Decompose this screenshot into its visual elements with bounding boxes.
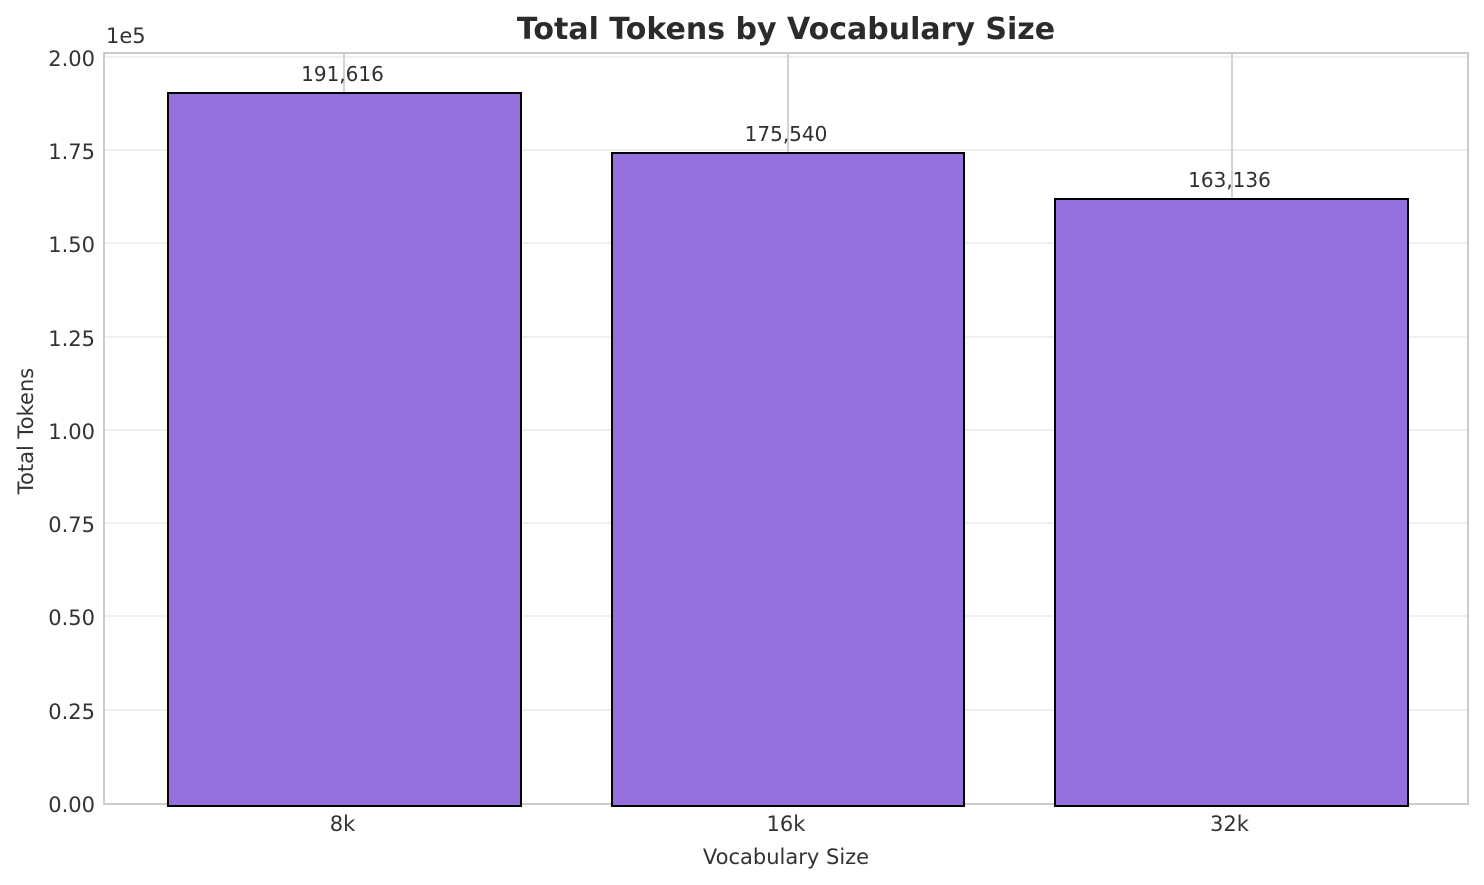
bar-value-label-8k: 191,616 <box>301 62 384 86</box>
y-tick-label: 1.50 <box>48 233 95 258</box>
y-axis-offset-text: 1e5 <box>106 24 146 48</box>
x-tick-label-32k: 32k <box>1210 812 1249 836</box>
y-tick-label: 1.00 <box>48 419 95 444</box>
chart-title: Total Tokens by Vocabulary Size <box>516 12 1056 47</box>
y-tick-label: 1.25 <box>48 326 95 351</box>
y-tick-label: 0.25 <box>48 699 95 724</box>
y-tick-label: 2.00 <box>48 46 95 71</box>
x-axis-label: Vocabulary Size <box>702 845 870 869</box>
x-tick-label-8k: 8k <box>329 812 356 836</box>
y-tick-label: 0.75 <box>48 513 95 538</box>
bar-value-label-16k: 175,540 <box>744 121 828 146</box>
y-tick-label: 0.00 <box>48 793 95 817</box>
bar-8k <box>167 92 522 807</box>
gridline-horizontal <box>105 149 1467 152</box>
bar-32k <box>1054 198 1409 807</box>
bar-value-label-32k: 163,136 <box>1188 168 1271 193</box>
gridline-horizontal <box>105 55 1467 58</box>
x-tick-label-16k: 16k <box>766 812 806 836</box>
plot-area <box>103 52 1469 807</box>
y-tick-label: 0.50 <box>48 606 95 631</box>
y-tick-label: 1.75 <box>48 140 95 164</box>
bar-16k <box>610 151 966 807</box>
